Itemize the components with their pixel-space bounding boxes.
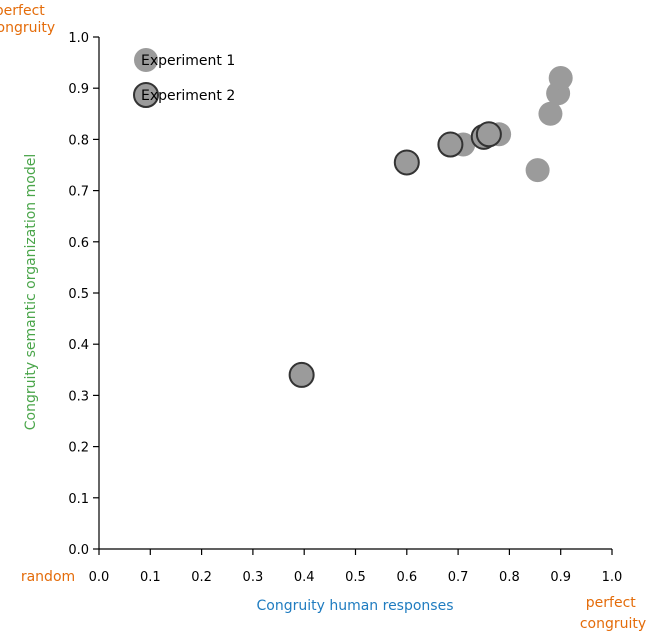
y-tick-label: 0.4 (68, 338, 89, 353)
x-ticks: 0.0 0.1 0.2 0.3 0.4 0.5 0.6 0.7 0.8 0.9 1.0 (89, 549, 623, 585)
data-point-experiment-1 (548, 65, 573, 90)
x-tick-label: 1.0 (602, 570, 623, 585)
x-max-annotation-line-2: congruity (580, 616, 646, 632)
x-tick-label: 0.7 (448, 570, 469, 585)
data-points (288, 65, 573, 388)
data-point-experiment-1 (525, 158, 550, 183)
data-point-experiment-2 (393, 149, 420, 176)
y-tick-label: 0.3 (68, 389, 89, 404)
x-tick-label: 0.4 (294, 570, 315, 585)
y-tick-label: 0.2 (68, 441, 89, 456)
x-min-annotation: random (21, 569, 75, 585)
data-point-experiment-2 (475, 121, 502, 148)
x-tick-label: 0.5 (345, 570, 366, 585)
x-tick-label: 0.3 (243, 570, 264, 585)
data-point-experiment-2 (288, 361, 315, 388)
y-tick-label: 0.7 (68, 185, 89, 200)
y-max-annotation-line-2: congruity (0, 20, 55, 36)
y-tick-label: 1.0 (68, 31, 89, 46)
y-max-annotation: perfect congruity (0, 3, 55, 36)
x-tick-label: 0.6 (396, 570, 417, 585)
x-max-annotation-line-1: perfect (586, 595, 636, 611)
data-point-experiment-1 (538, 101, 563, 126)
x-tick-label: 0.2 (191, 570, 212, 585)
legend-label-experiment-2: Experiment 2 (141, 88, 235, 104)
axes: 0.0 0.1 0.2 0.3 0.4 0.5 0.6 0.7 0.8 0.9 1.0 0.0 0.1… (68, 31, 622, 585)
legend-label-experiment-1: Experiment 1 (141, 53, 235, 69)
y-tick-label: 0.8 (68, 133, 89, 148)
y-max-annotation-line-1: perfect (0, 3, 45, 19)
legend-marker-experiment-2 (133, 82, 159, 108)
x-tick-label: 0.1 (140, 570, 161, 585)
legend-marker-experiment-1 (134, 48, 158, 72)
y-tick-label: 0.0 (68, 543, 89, 558)
y-tick-label: 0.6 (68, 236, 89, 251)
x-tick-label: 0.9 (550, 570, 571, 585)
x-max-annotation: perfect congruity (580, 595, 646, 632)
y-axis-title: Congruity semantic organization model (23, 154, 39, 430)
y-tick-label: 0.1 (68, 492, 89, 507)
legend: Experiment 1 Experiment 2 (133, 48, 235, 108)
y-tick-label: 0.9 (68, 82, 89, 97)
y-tick-label: 0.5 (68, 287, 89, 302)
x-tick-label: 0.0 (89, 570, 110, 585)
x-axis-title: Congruity human responses (256, 598, 453, 614)
y-ticks: 0.0 0.1 0.2 0.3 0.4 0.5 0.6 0.7 0.8 0.9 1.0 (68, 31, 99, 558)
x-tick-label: 0.8 (499, 570, 520, 585)
data-point-experiment-2 (437, 131, 464, 158)
